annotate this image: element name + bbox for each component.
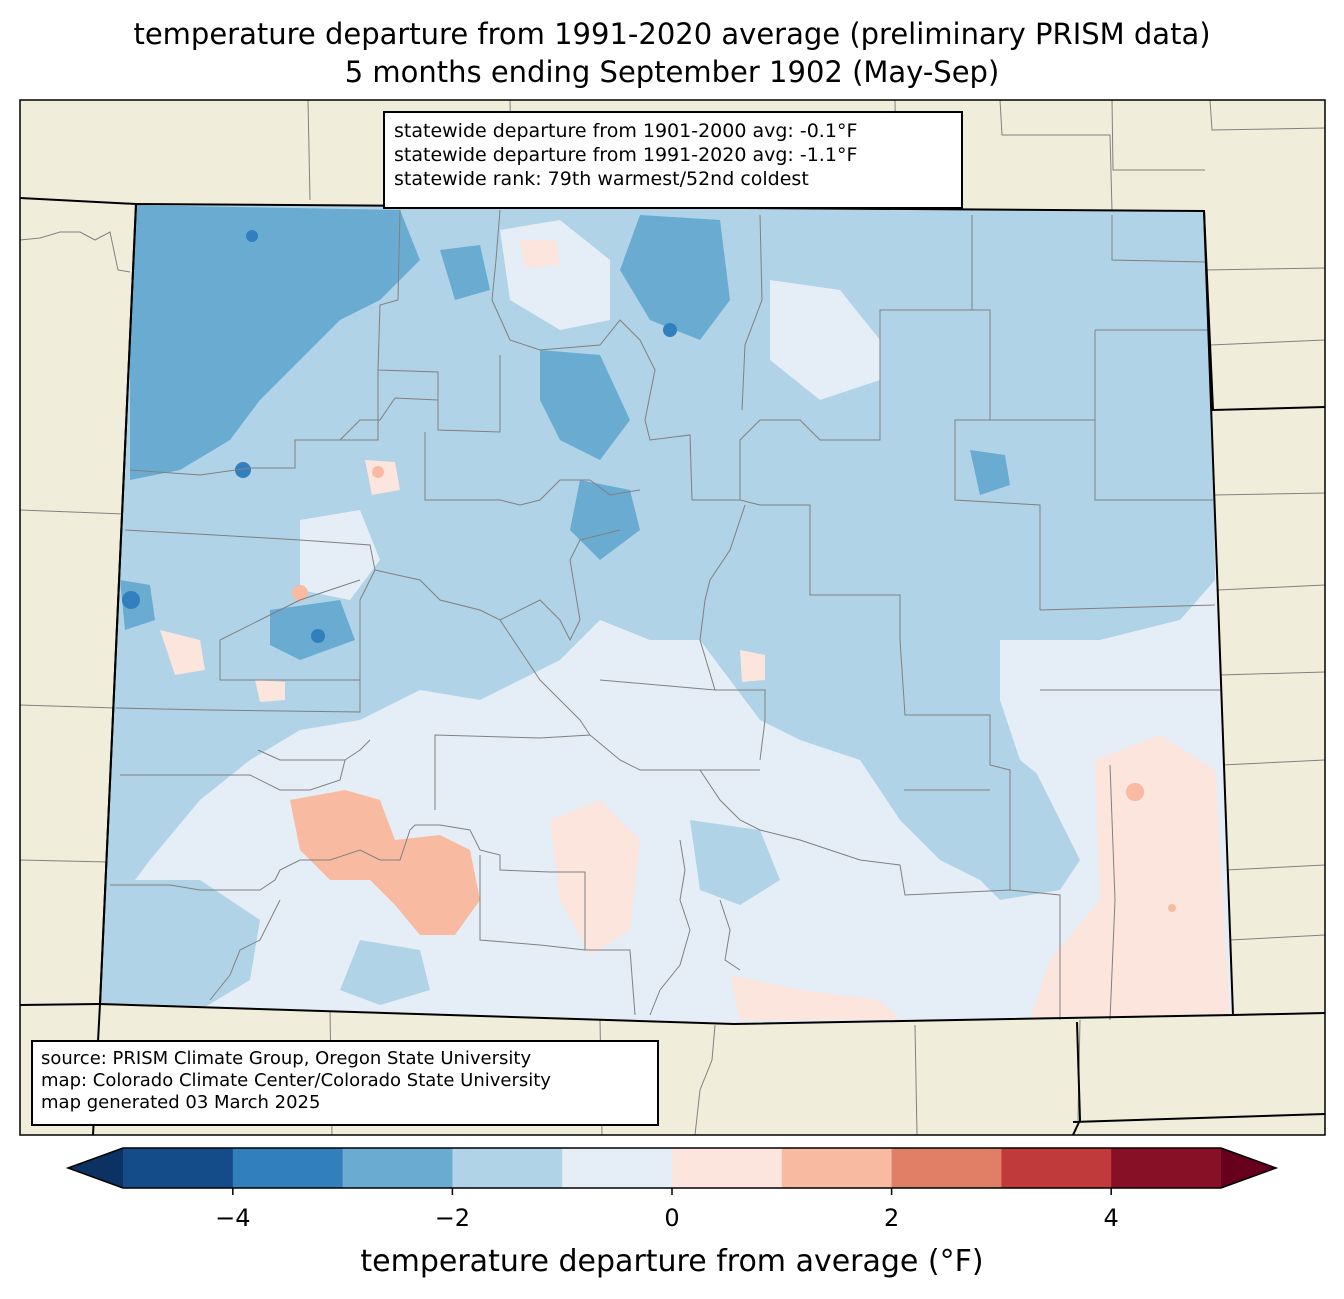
- colorbar-over-arrow: [1221, 1148, 1276, 1188]
- anomaly-zone-minus4-minus3: [122, 230, 677, 643]
- colorbar-bin-6: [781, 1148, 893, 1188]
- source-credits-box: source: PRISM Climate Group, Oregon Stat…: [31, 1040, 659, 1126]
- stats-departure-1901-2000: statewide departure from 1901-2000 avg: …: [394, 120, 858, 142]
- colorbar-bin-5: [672, 1148, 783, 1188]
- anomaly-zone-1-2: [290, 466, 1176, 935]
- map-credit-line: map: Colorado Climate Center/Colorado St…: [41, 1070, 551, 1091]
- colorbar-bin-8: [1001, 1148, 1112, 1188]
- colorbar-bin-0: [123, 1148, 234, 1188]
- colorbar-bin-1: [232, 1148, 344, 1188]
- colorbar-outline: [65, 1147, 1279, 1189]
- map-title-line-2: 5 months ending September 1902 (May-Sep): [344, 55, 1000, 89]
- colorbar-bin-2: [342, 1148, 453, 1188]
- anomaly-zone-minus3-minus2: [120, 205, 1010, 660]
- anomaly-zone-0-1: [160, 240, 1230, 1020]
- colorbar-bin-7: [891, 1148, 1002, 1188]
- colorbar-tick-label: −4: [215, 1204, 251, 1232]
- source-line: source: PRISM Climate Group, Oregon Stat…: [41, 1048, 532, 1069]
- colorbar-bin-3: [452, 1148, 563, 1188]
- statewide-stats-box: statewide departure from 1901-2000 avg: …: [383, 111, 963, 209]
- colorbar: [65, 1147, 1279, 1195]
- colorbar-under-arrow: [68, 1148, 123, 1188]
- colorbar-tick-label: 4: [1103, 1204, 1119, 1232]
- anomaly-zone-minus2-minus1: [100, 204, 1215, 1010]
- map-frame: [19, 99, 1326, 1136]
- stats-departure-1991-2020: statewide departure from 1991-2020 avg: …: [394, 144, 858, 166]
- colorbar-bin-4: [562, 1148, 673, 1188]
- colorbar-tick-label: −2: [434, 1204, 471, 1232]
- colorbar-tick-label: 0: [664, 1204, 680, 1232]
- colorbar-label: temperature departure from average (°F): [360, 1244, 984, 1279]
- colorado-county-lines: [110, 209, 1220, 1021]
- colorbar-bin-9: [1111, 1148, 1222, 1188]
- generated-date-line: map generated 03 March 2025: [41, 1092, 321, 1113]
- colorbar-tick-label: 2: [883, 1204, 900, 1232]
- map-title-line-1: temperature departure from 1991-2020 ave…: [133, 17, 1211, 51]
- stats-rank: statewide rank: 79th warmest/52nd coldes…: [394, 168, 809, 190]
